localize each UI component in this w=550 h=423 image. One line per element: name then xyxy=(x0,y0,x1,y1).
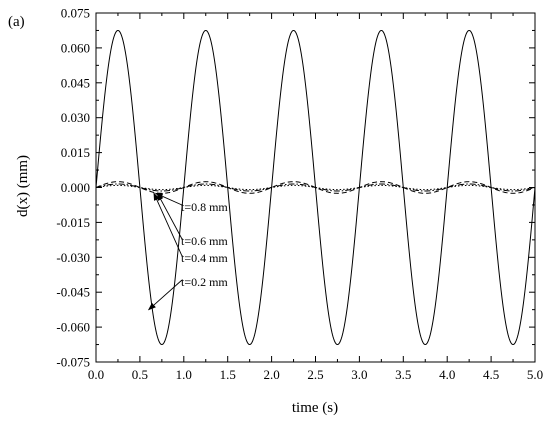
x-tick-label: 1.0 xyxy=(176,367,192,382)
x-tick-label: 0.0 xyxy=(88,367,104,382)
y-tick-label: -0.015 xyxy=(56,215,90,230)
y-tick-label: 0.060 xyxy=(61,40,90,55)
y-tick-label: -0.030 xyxy=(56,250,90,265)
annotations: t=0.8 mm t=0.6 mm t=0.4 mm t=0.2 mm xyxy=(147,192,228,311)
series-group xyxy=(95,29,536,346)
panel-label: (a) xyxy=(8,14,25,30)
x-tick-label: 4.5 xyxy=(483,367,499,382)
axis-ticks: 0.0 0.5 1.0 1.5 2.0 2.5 3.0 3.5 4.0 4.5 5.0 0.075 0.… xyxy=(56,6,543,383)
x-tick-label: 0.5 xyxy=(132,367,148,382)
y-tick-label: 0.000 xyxy=(61,180,90,195)
annotation-arrow xyxy=(153,192,183,257)
annotation-label: t=0.4 mm xyxy=(181,251,228,265)
y-tick-label: -0.060 xyxy=(56,320,90,335)
annotation-label: t=0.8 mm xyxy=(181,200,228,214)
y-tick-label: 0.075 xyxy=(61,6,90,21)
x-tick-label: 3.5 xyxy=(395,367,411,382)
annotation-arrow xyxy=(147,279,183,311)
series-line-t-0-8-mm xyxy=(95,184,536,191)
y-tick-label: -0.045 xyxy=(56,285,90,300)
annotation-arrow xyxy=(154,192,183,206)
annotation-label: t=0.2 mm xyxy=(181,275,228,289)
annotation-label: t=0.6 mm xyxy=(181,234,228,248)
x-tick-label: 1.5 xyxy=(220,367,236,382)
x-tick-label: 3.0 xyxy=(351,367,367,382)
x-tick-label: 4.0 xyxy=(439,367,455,382)
x-axis-label: time (s) xyxy=(292,400,338,416)
annotation-arrow xyxy=(156,192,183,240)
x-tick-label: 2.0 xyxy=(263,367,279,382)
y-tick-label: 0.045 xyxy=(61,75,90,90)
y-tick-label: 0.015 xyxy=(61,145,90,160)
y-tick-label: -0.075 xyxy=(56,355,90,370)
x-tick-label: 5.0 xyxy=(527,367,543,382)
y-axis-label: d(x) (mm) xyxy=(15,155,31,217)
x-tick-label: 2.5 xyxy=(307,367,323,382)
y-tick-label: 0.030 xyxy=(61,110,90,125)
